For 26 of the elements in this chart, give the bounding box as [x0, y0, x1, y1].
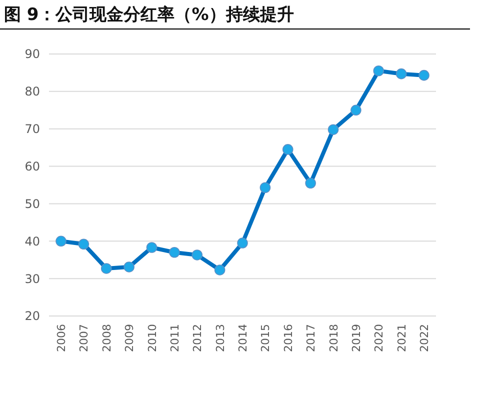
x-tick-label: 2012 — [191, 324, 204, 352]
x-tick-label: 2008 — [100, 324, 114, 352]
x-tick-label: 2017 — [304, 324, 318, 352]
y-tick-label: 50 — [24, 196, 40, 211]
y-tick-label: 40 — [24, 234, 40, 248]
y-tick-label: 90 — [24, 47, 40, 62]
y-tick-label: 70 — [24, 122, 40, 136]
y-tick-label: 20 — [24, 309, 40, 324]
x-tick-label: 2020 — [372, 324, 386, 352]
x-tick-label: 2009 — [123, 324, 136, 352]
x-tick-label: 2007 — [78, 324, 91, 352]
y-tick-label: 60 — [24, 159, 40, 174]
x-tick-label: 2018 — [327, 324, 340, 352]
chart-title: 图 9：公司现金分红率（%）持续提升 — [4, 5, 294, 25]
x-tick-label: 2006 — [55, 324, 68, 352]
y-tick-label: 80 — [24, 84, 40, 99]
x-tick-label: 2010 — [146, 324, 159, 352]
x-tick-label: 2015 — [259, 324, 272, 352]
x-tick-label: 2022 — [418, 324, 431, 352]
y-tick-label: 30 — [24, 272, 40, 286]
x-tick-label: 2021 — [395, 324, 408, 352]
x-tick-label: 2019 — [350, 324, 363, 352]
x-tick-label: 2013 — [214, 324, 227, 352]
x-tick-label: 2016 — [282, 324, 295, 352]
x-tick-label: 2011 — [168, 324, 182, 352]
x-tick-label: 2014 — [236, 324, 250, 352]
